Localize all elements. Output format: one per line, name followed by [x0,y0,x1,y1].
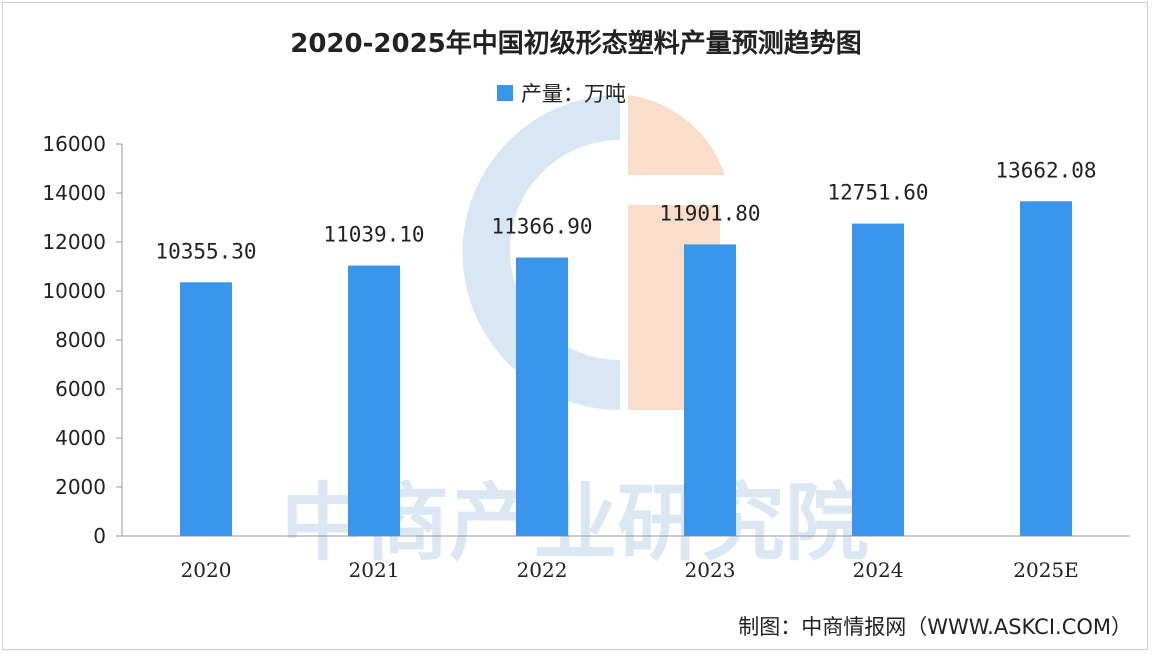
bar [684,244,736,537]
watermark-orange-arc [628,95,725,175]
watermark-blue-arc [462,95,620,410]
source-note: 制图：中商情报网（WWW.ASKCI.COM） [738,615,1132,639]
data-label: 13662.08 [995,158,1096,182]
legend: 产量：万吨 [497,82,626,106]
y-tick-label: 2000 [55,475,106,499]
chart-title: 2020-2025年中国初级形态塑料产量预测趋势图 [290,28,862,59]
bar [516,257,568,536]
y-tick-label: 8000 [55,328,106,352]
bar [852,223,904,536]
y-tick-label: 6000 [55,377,106,401]
bar [348,265,400,536]
y-tick-label: 4000 [55,426,106,450]
y-tick-label: 16000 [42,132,106,156]
data-labels: 10355.30 11039.10 11366.90 11901.80 12751.60… [155,158,1096,263]
bars [180,201,1072,537]
x-tick-label: 2023 [685,558,736,582]
data-label: 11901.80 [659,201,760,225]
x-tick-label: 2020 [181,558,232,582]
y-tick-label: 14000 [42,181,106,205]
legend-label: 产量：万吨 [521,82,626,106]
legend-swatch [497,85,513,101]
data-label: 11039.10 [323,223,424,247]
y-tick-label: 10000 [42,279,106,303]
y-tick-label: 0 [93,524,106,548]
y-axis: 0 2000 4000 6000 8000 10000 12000 14000 16000 [42,132,123,548]
bar [180,282,232,536]
x-tick-label: 2025E [1013,558,1079,582]
data-label: 10355.30 [155,239,256,263]
x-tick-label: 2022 [517,558,568,582]
x-tick-label: 2021 [349,558,400,582]
bar [1020,201,1072,536]
data-label: 12751.60 [827,181,928,205]
y-tick-label: 12000 [42,230,106,254]
x-axis: 2020 2021 2022 2023 2024 2025E [122,535,1130,582]
x-tick-label: 2024 [853,558,904,582]
data-label: 11366.90 [491,215,592,239]
